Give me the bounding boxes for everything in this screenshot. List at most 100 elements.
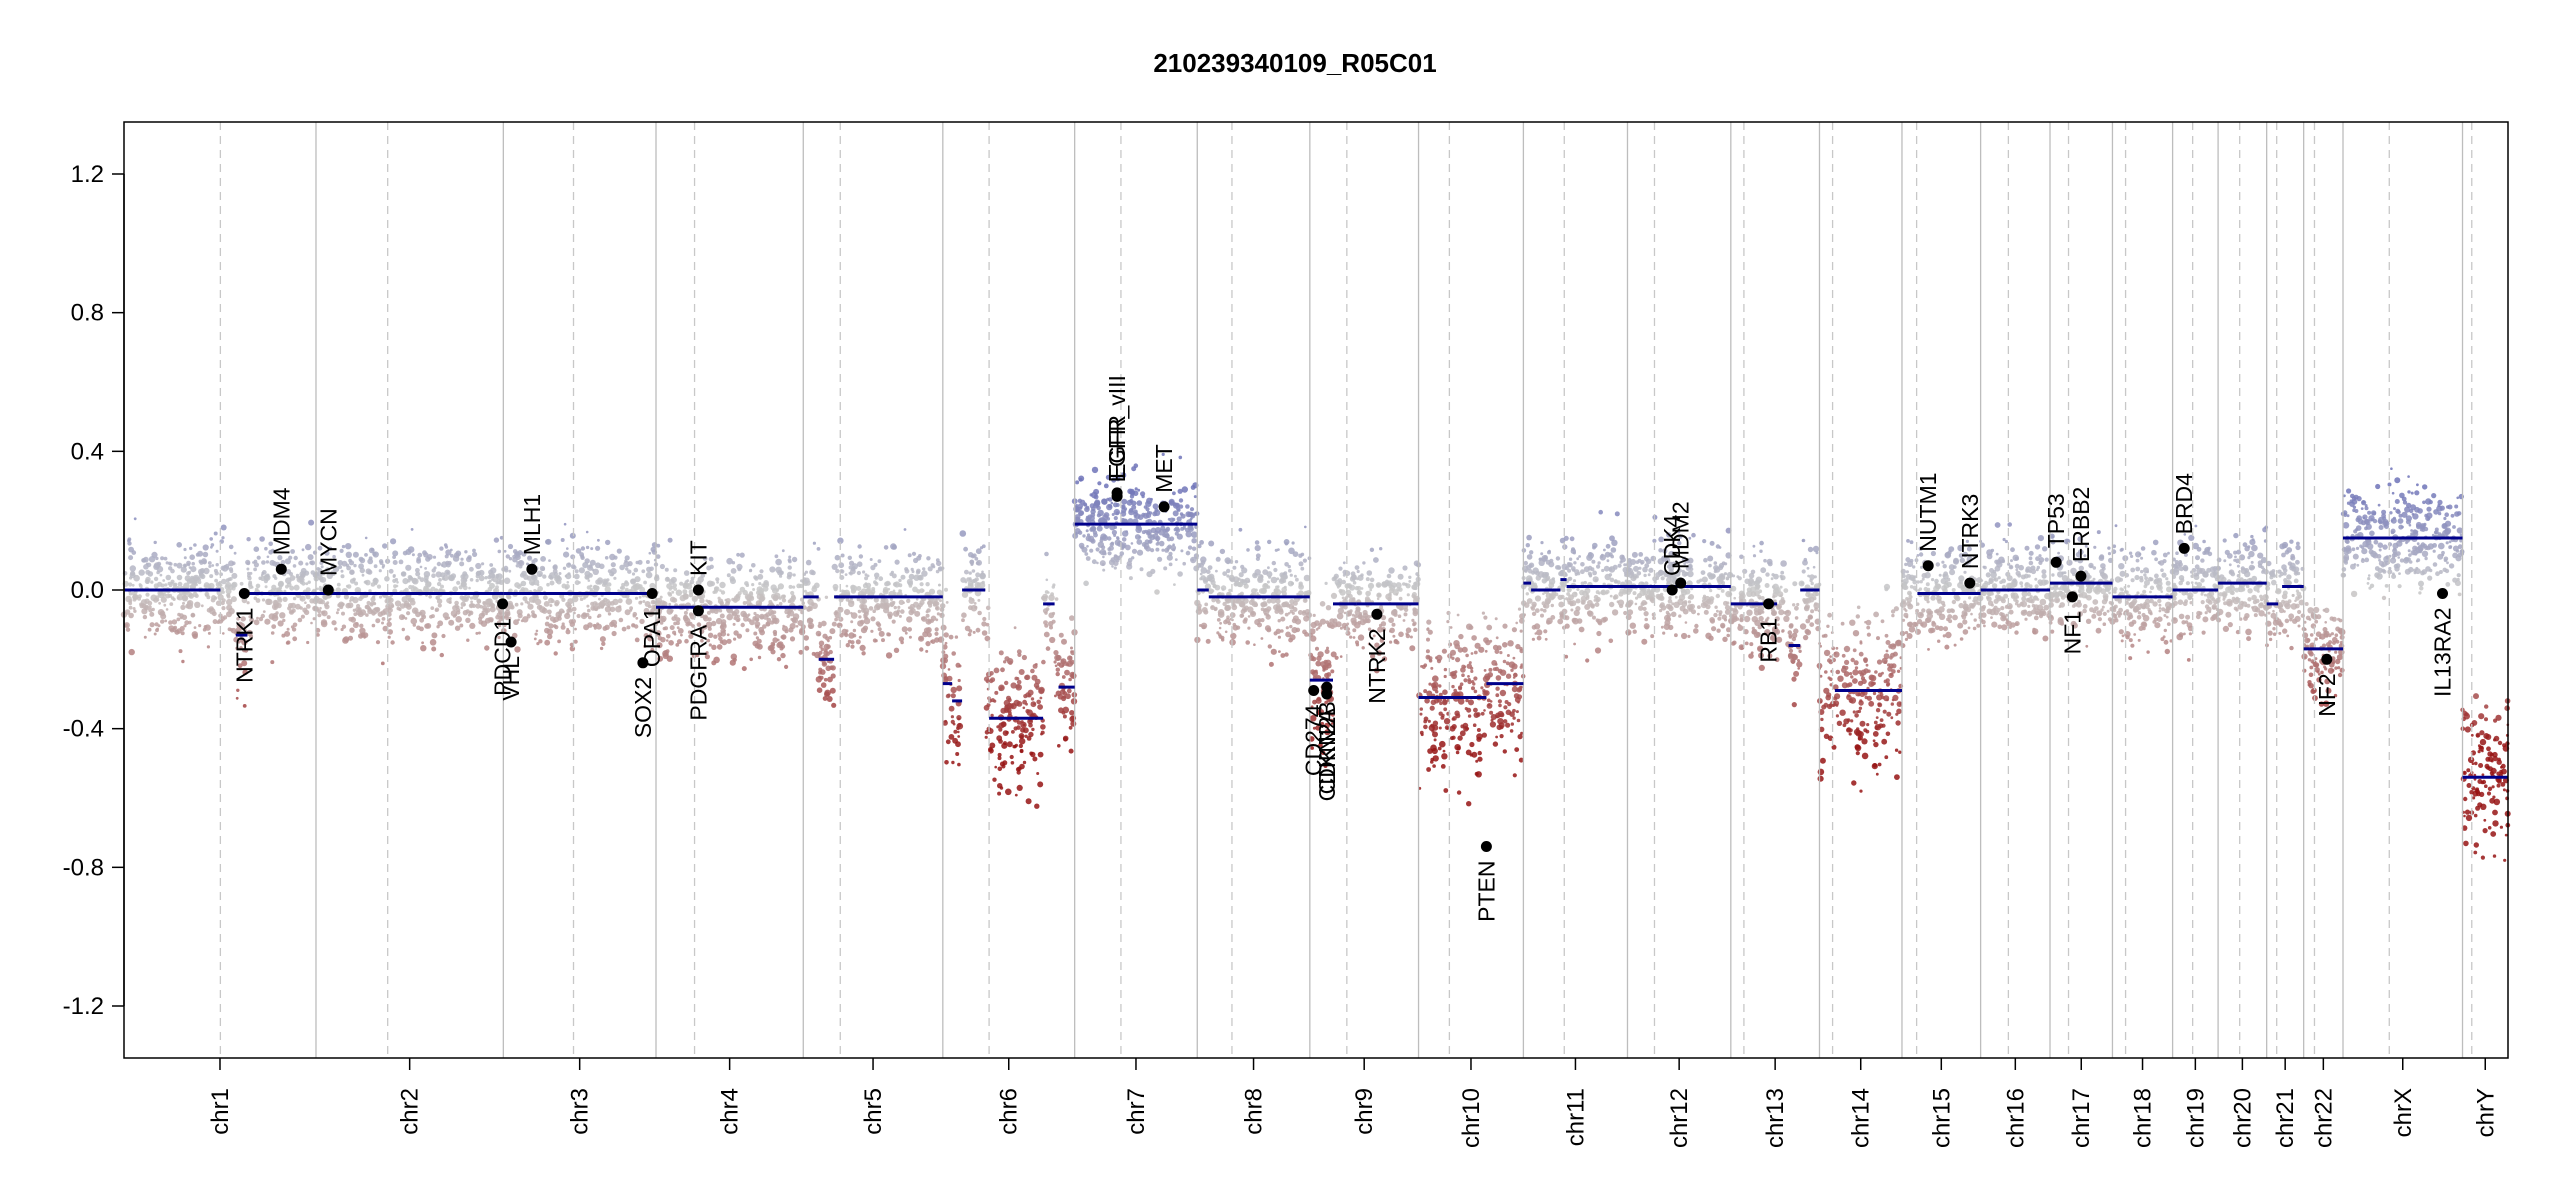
probe-point	[858, 554, 864, 559]
probe-point	[597, 613, 602, 618]
probe-point	[715, 617, 723, 625]
probe-point	[191, 561, 195, 566]
probe-point	[1096, 513, 1101, 518]
probe-point	[757, 655, 762, 660]
probe-point	[464, 550, 468, 554]
probe-point	[1040, 724, 1046, 730]
probe-point	[419, 577, 425, 583]
probe-point	[719, 613, 725, 619]
probe-point	[1322, 668, 1326, 672]
probe-point	[553, 651, 558, 656]
probe-point	[1139, 567, 1144, 572]
probe-point	[1010, 761, 1015, 765]
probe-point	[1721, 561, 1726, 566]
probe-point	[1835, 646, 1839, 650]
probe-point	[732, 622, 736, 626]
probe-point	[389, 617, 392, 621]
probe-point	[1128, 509, 1135, 516]
probe-point	[1436, 659, 1442, 664]
probe-point	[1726, 633, 1730, 638]
probe-point	[1235, 598, 1242, 604]
probe-point	[565, 629, 571, 635]
probe-point	[1021, 654, 1027, 661]
probe-point	[1044, 595, 1048, 599]
probe-point	[221, 578, 227, 585]
probe-point	[1260, 602, 1266, 608]
probe-point	[666, 608, 673, 615]
probe-point	[684, 638, 689, 644]
probe-point	[897, 605, 901, 610]
probe-point	[489, 606, 496, 613]
probe-point	[1365, 590, 1371, 597]
probe-point	[776, 638, 780, 642]
probe-point	[792, 573, 796, 577]
probe-point	[378, 569, 382, 573]
probe-point	[163, 556, 168, 561]
probe-point	[392, 575, 396, 578]
probe-point	[1829, 655, 1832, 658]
probe-point	[1397, 573, 1404, 580]
probe-point	[1248, 599, 1255, 606]
probe-point	[1545, 592, 1552, 599]
probe-point	[925, 649, 929, 653]
probe-point	[1594, 647, 1602, 654]
probe-point	[1378, 623, 1383, 628]
probe-point	[364, 553, 368, 557]
probe-point	[1280, 590, 1284, 594]
probe-point	[582, 612, 587, 618]
probe-point	[178, 649, 183, 654]
probe-point	[656, 543, 661, 548]
probe-point	[261, 570, 267, 575]
probe-point	[177, 581, 183, 587]
probe-point	[1314, 669, 1318, 673]
probe-point	[1487, 703, 1491, 707]
probe-point	[1771, 610, 1777, 616]
probe-point	[1841, 653, 1846, 658]
probe-point	[428, 595, 433, 599]
probe-point	[241, 660, 248, 667]
probe-point	[638, 595, 642, 599]
probe-point	[561, 597, 566, 603]
probe-point	[1691, 609, 1696, 615]
probe-point	[277, 596, 282, 602]
probe-point	[362, 632, 369, 638]
probe-point	[1068, 655, 1073, 660]
probe-point	[684, 617, 691, 624]
probe-point	[1783, 588, 1789, 593]
probe-point	[209, 574, 214, 579]
probe-point	[539, 565, 546, 572]
probe-point	[1660, 625, 1664, 629]
probe-point	[876, 622, 882, 628]
probe-point	[1254, 545, 1261, 552]
probe-point	[862, 570, 866, 574]
probe-point	[542, 574, 547, 579]
probe-point	[1280, 653, 1286, 658]
probe-point	[475, 603, 481, 609]
probe-point	[1107, 547, 1112, 552]
probe-point	[1457, 647, 1464, 653]
probe-point	[968, 571, 972, 575]
probe-point	[824, 691, 830, 698]
probe-point	[1726, 577, 1729, 581]
probe-point	[1788, 623, 1794, 629]
probe-point	[171, 619, 178, 625]
probe-point	[514, 646, 521, 653]
probe-point	[1240, 564, 1245, 570]
probe-point	[901, 626, 908, 633]
probe-point	[795, 625, 799, 628]
probe-point	[1317, 651, 1324, 658]
probe-point	[1017, 766, 1022, 771]
probe-point	[231, 581, 238, 588]
probe-point	[176, 574, 183, 581]
probe-point	[961, 618, 965, 623]
probe-point	[1004, 656, 1010, 662]
probe-point	[277, 555, 283, 561]
probe-point	[961, 612, 967, 618]
probe-point	[402, 578, 409, 585]
probe-point	[183, 547, 187, 552]
probe-point	[1858, 700, 1864, 706]
probe-point	[434, 607, 440, 612]
probe-point	[1473, 689, 1478, 694]
probe-point	[906, 598, 911, 604]
probe-point	[487, 586, 493, 592]
